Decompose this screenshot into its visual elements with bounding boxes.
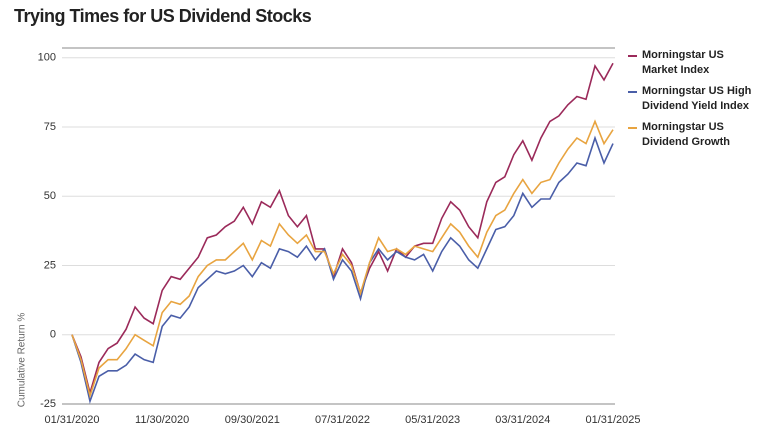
legend-entry: Morningstar US Dividend Growth bbox=[628, 120, 760, 150]
legend-swatch bbox=[628, 127, 637, 129]
legend-swatch bbox=[628, 91, 637, 93]
legend-swatch bbox=[628, 55, 637, 57]
y-tick-label: 50 bbox=[44, 190, 56, 202]
legend-label: Morningstar US Market Index bbox=[642, 49, 724, 76]
legend-label: Morningstar US High Dividend Yield Index bbox=[642, 85, 752, 112]
chart-title: Trying Times for US Dividend Stocks bbox=[14, 6, 312, 26]
series-line bbox=[71, 62, 614, 396]
x-tick-label: 01/31/2020 bbox=[44, 414, 99, 426]
legend-entry: Morningstar US Market Index bbox=[628, 48, 760, 78]
x-tick-label: 07/31/2022 bbox=[315, 414, 370, 426]
x-tick-label: 01/31/2025 bbox=[585, 414, 640, 426]
series-line bbox=[71, 135, 614, 405]
x-tick-label: 11/30/2020 bbox=[135, 414, 189, 426]
series-line bbox=[71, 119, 614, 399]
legend-entry: Morningstar US High Dividend Yield Index bbox=[628, 84, 760, 114]
legend-label: Morningstar US Dividend Growth bbox=[642, 121, 730, 148]
y-tick-label: 0 bbox=[50, 329, 56, 341]
y-tick-label: 25 bbox=[44, 259, 56, 271]
y-tick-label: 75 bbox=[44, 121, 56, 133]
y-tick-label: -25 bbox=[40, 398, 56, 410]
y-axis-label: Cumulative Return % bbox=[17, 313, 28, 408]
legend: Morningstar US Market Index Morningstar U… bbox=[628, 48, 760, 156]
x-tick-label: 05/31/2023 bbox=[405, 414, 460, 426]
y-tick-label: 100 bbox=[38, 52, 56, 64]
x-tick-label: 03/31/2024 bbox=[495, 414, 550, 426]
x-tick-label: 09/30/2021 bbox=[225, 414, 280, 426]
